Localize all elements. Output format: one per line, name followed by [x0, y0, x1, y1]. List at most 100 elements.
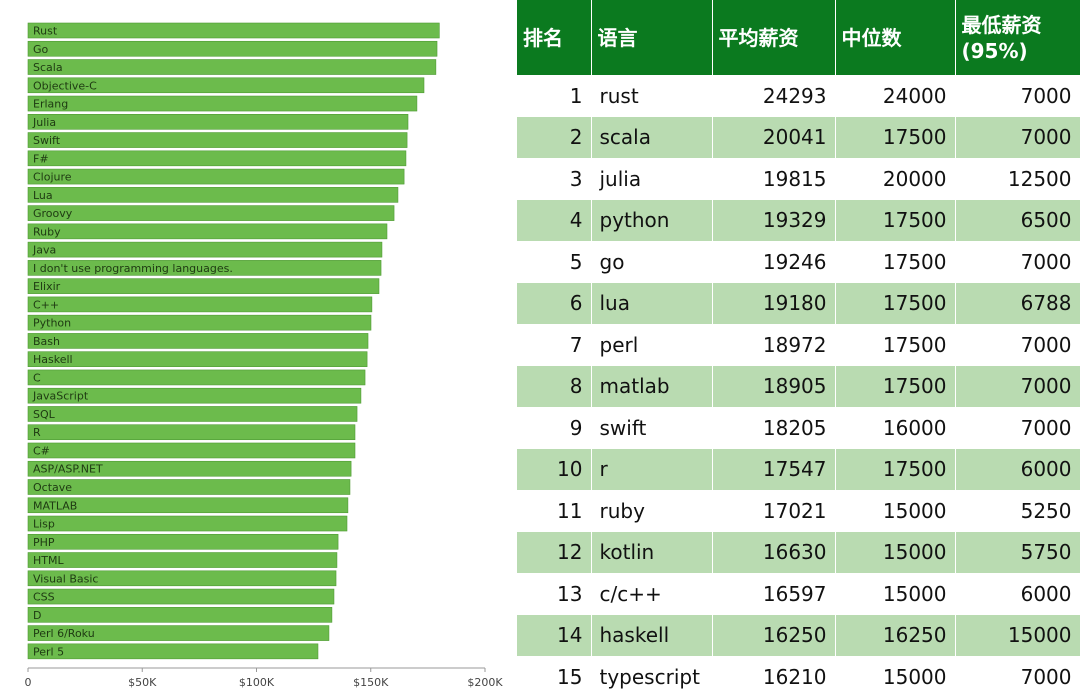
table-row: 1 rust 24293 24000 7000	[517, 75, 1080, 117]
bar	[27, 406, 358, 422]
bar-label: F#	[33, 152, 49, 165]
bar	[27, 150, 407, 167]
bar-label: Groovy	[33, 207, 73, 220]
table-cell: python	[591, 199, 713, 241]
table-row: 2 scala 20041 17500 7000	[517, 116, 1080, 158]
bar-label: MATLAB	[33, 499, 77, 512]
table-row: 11 ruby 17021 15000 5250	[517, 490, 1080, 532]
table-cell: 15000	[835, 531, 956, 573]
bar-label: Python	[33, 317, 71, 330]
bar	[27, 643, 319, 660]
table-cell: 5	[517, 241, 592, 283]
table-cell: 7000	[955, 116, 1080, 158]
bar-label: SQL	[33, 408, 56, 421]
table-cell: 18905	[712, 365, 836, 407]
table-row: 8 matlab 18905 17500 7000	[517, 365, 1080, 407]
bar	[27, 424, 356, 441]
table-row: 9 swift 18205 16000 7000	[517, 407, 1080, 449]
table-cell: 18972	[712, 324, 836, 366]
table-cell: perl	[591, 324, 713, 366]
table-cell: r	[591, 448, 713, 490]
bar-label: JavaScript	[32, 390, 89, 403]
bar-label: Lisp	[33, 518, 55, 531]
bar	[27, 570, 337, 587]
header-cell: 语言	[591, 0, 713, 75]
table-cell: 17500	[835, 241, 956, 283]
table-cell: 4	[517, 199, 592, 241]
table-cell: 7000	[955, 241, 1080, 283]
bar-label: Swift	[33, 134, 61, 147]
table-cell: 15000	[835, 573, 956, 615]
bar-label: Perl 6/Roku	[33, 627, 95, 640]
table-cell: 7000	[955, 407, 1080, 449]
x-tick-label: 0	[25, 676, 32, 689]
table-cell: 16630	[712, 531, 836, 573]
bar-label: I don't use programming languages.	[33, 262, 233, 275]
bar-label: Erlang	[33, 98, 68, 111]
table-cell: 19329	[712, 199, 836, 241]
bar	[27, 278, 380, 294]
x-tick-label: $200K	[467, 676, 503, 689]
bar	[27, 132, 408, 148]
bar-label: Visual Basic	[33, 572, 98, 585]
table-cell: scala	[591, 116, 713, 158]
table-cell: 12500	[955, 158, 1080, 200]
table-row: 4 python 19329 17500 6500	[517, 199, 1080, 241]
table-cell: 7000	[955, 656, 1080, 698]
table-cell: ruby	[591, 490, 713, 532]
bar-label: Lua	[33, 189, 53, 202]
x-tick-label: $100K	[239, 676, 275, 689]
table-cell: 1	[517, 75, 592, 117]
salary-table: 排名 语言 平均薪资 中位数 最低薪资 (95%) 1 rust 24293 24000 700…	[517, 0, 1080, 698]
table-cell: 14	[517, 614, 592, 656]
table-cell: 18205	[712, 407, 836, 449]
table-row: 12 kotlin 16630 15000 5750	[517, 531, 1080, 573]
bar	[27, 223, 388, 240]
bar-label: ASP/ASP.NET	[33, 463, 103, 476]
x-tick-label: $50K	[128, 676, 157, 689]
table-cell: 7000	[955, 365, 1080, 407]
bar-label: Ruby	[33, 225, 61, 238]
table-row: 14 haskell 16250 16250 15000	[517, 614, 1080, 656]
x-tick-label: $150K	[353, 676, 389, 689]
bar-label: Julia	[32, 116, 56, 129]
table-row: 3 julia 19815 20000 12500	[517, 158, 1080, 200]
bar-label: R	[33, 426, 41, 439]
bar	[27, 625, 330, 641]
bar	[27, 442, 356, 459]
bar-chart: Rust Go Scala Objective-C Erlang Julia Swift F#…	[25, 22, 503, 689]
bar-label: Octave	[33, 481, 72, 494]
bar-label: Perl 5	[33, 645, 64, 658]
bar	[27, 77, 425, 94]
table-cell: 15	[517, 656, 592, 698]
table-cell: 6500	[955, 199, 1080, 241]
bar-label: Elixir	[33, 280, 61, 293]
table-row: 6 lua 19180 17500 6788	[517, 282, 1080, 324]
table-cell: 7000	[955, 324, 1080, 366]
table-cell: rust	[591, 75, 713, 117]
bar-label: D	[33, 609, 41, 622]
table-cell: 6788	[955, 282, 1080, 324]
table-cell: 20041	[712, 116, 836, 158]
bar	[27, 187, 399, 203]
bar-label: CSS	[33, 591, 55, 604]
bar-label: C++	[33, 298, 59, 311]
table-cell: 17500	[835, 324, 956, 366]
bar	[27, 95, 418, 112]
header-cell: 排名	[517, 0, 592, 75]
table-row: 10 r 17547 17500 6000	[517, 448, 1080, 490]
bar	[27, 22, 440, 39]
bar-label: Objective-C	[33, 79, 97, 92]
bar	[27, 479, 351, 495]
table-row: 13 c/c++ 16597 15000 6000	[517, 573, 1080, 615]
bar-label: C#	[33, 444, 50, 457]
table-row: 5 go 19246 17500 7000	[517, 241, 1080, 283]
table-cell: 15000	[955, 614, 1080, 656]
table-cell: 20000	[835, 158, 956, 200]
table-cell: 19815	[712, 158, 836, 200]
table-cell: 7000	[955, 75, 1080, 117]
table-cell: 15000	[835, 490, 956, 532]
header-row: 排名 语言 平均薪资 中位数 最低薪资 (95%)	[517, 0, 1080, 75]
bar	[27, 497, 349, 514]
